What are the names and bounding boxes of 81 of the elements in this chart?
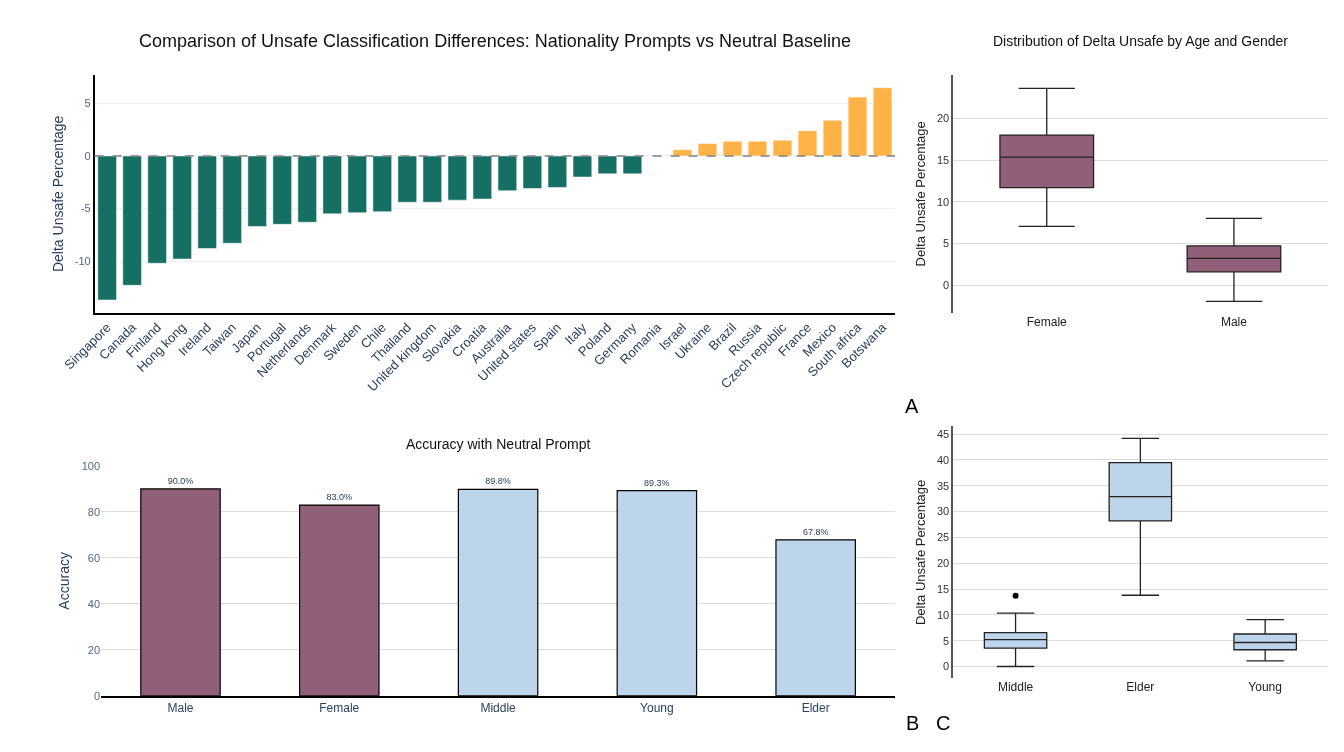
y-tick-label: 10: [936, 195, 950, 208]
y-tick-label: 0: [84, 149, 91, 162]
bar: [272, 155, 293, 225]
y-tick-label: 35: [936, 479, 950, 492]
bar: [747, 140, 768, 157]
bar: [222, 155, 243, 244]
bar: [197, 155, 218, 250]
bar: [172, 155, 193, 260]
y-tick-label: -5: [80, 202, 91, 215]
text: B: [906, 712, 920, 734]
bar: [847, 96, 868, 157]
bar: [372, 155, 393, 213]
bar: [422, 155, 443, 203]
y-tick-label: 25: [936, 531, 950, 544]
y-axis-title: Accuracy: [56, 552, 73, 610]
y-axis-title: Delta Unsafe Percentage: [49, 115, 66, 273]
y-tick-label: 40: [87, 597, 101, 610]
data-label: 89.3%: [644, 477, 670, 488]
data-label: 83.0%: [326, 492, 353, 503]
y-tick-label: 0: [943, 278, 950, 291]
bar: [822, 119, 843, 157]
y-tick-label: 15: [936, 153, 950, 166]
bar: [772, 139, 793, 157]
y-axis-title: Delta Unsafe Percentage: [913, 121, 929, 267]
bar: [522, 155, 543, 190]
y-tick-label: 60: [87, 551, 101, 564]
x-tick-label: Female: [319, 701, 360, 716]
y-tick-label: 15: [936, 582, 950, 595]
data-label: 89.8%: [485, 476, 511, 487]
y-tick-label: 100: [81, 459, 101, 472]
bar: [322, 155, 343, 215]
bar: [672, 149, 693, 157]
y-tick-label: 45: [936, 428, 950, 440]
chart-title: Distribution of Delta Unsafe by Age and Gender: [993, 33, 1289, 49]
y-axis-title: Delta Unsafe Percentage: [913, 479, 929, 626]
x-tick-label: Young: [1248, 680, 1282, 695]
bar: [497, 155, 518, 192]
y-tick-label: 20: [87, 643, 101, 656]
x-tick-label: Female: [1026, 314, 1068, 329]
bar: [447, 155, 468, 201]
chart-title: Accuracy with Neutral Prompt: [406, 436, 591, 452]
y-tick-label: 5: [943, 634, 950, 647]
y-tick-label: 20: [936, 557, 950, 570]
bar: [397, 155, 418, 203]
bar: [247, 155, 268, 227]
bar: [722, 140, 743, 157]
text: C: [936, 712, 951, 734]
y-tick-label: 5: [943, 237, 950, 250]
bar: [572, 155, 593, 178]
y-tick-label: 0: [943, 660, 950, 673]
chart-title: Comparison of Unsafe Classification Differences: Nationality Prompts vs Neutral Baseline: [139, 31, 851, 51]
bar: [547, 155, 568, 189]
bar: [347, 155, 368, 214]
x-tick-label: Young: [640, 701, 674, 716]
x-tick-label: Elder: [801, 701, 830, 716]
y-tick-label: 20: [936, 112, 950, 125]
bar: [797, 130, 818, 157]
text: A: [905, 395, 919, 417]
x-tick-label: Middle: [480, 701, 517, 716]
data-label: 90.0%: [167, 475, 194, 486]
data-label: 67.8%: [802, 526, 829, 537]
y-tick-label: 80: [87, 505, 101, 518]
x-tick-label: Male: [1220, 314, 1248, 329]
bar: [622, 155, 643, 175]
bar: [297, 155, 318, 223]
bar: [147, 155, 168, 264]
y-tick-label: 10: [936, 608, 950, 621]
x-tick-label: Male: [167, 701, 194, 716]
bar: [472, 155, 493, 200]
bar: [697, 142, 718, 157]
y-tick-label: -10: [74, 254, 91, 267]
bar: [872, 87, 893, 157]
y-tick-label: 5: [84, 97, 91, 110]
x-tick-label: Middle: [997, 680, 1034, 695]
y-tick-label: 40: [936, 453, 950, 466]
bar: [97, 155, 118, 301]
y-tick-label: 30: [936, 505, 950, 518]
y-tick-label: 0: [93, 689, 101, 702]
bar: [122, 155, 143, 286]
bar: [597, 155, 618, 175]
x-tick-label: Elder: [1126, 680, 1155, 695]
